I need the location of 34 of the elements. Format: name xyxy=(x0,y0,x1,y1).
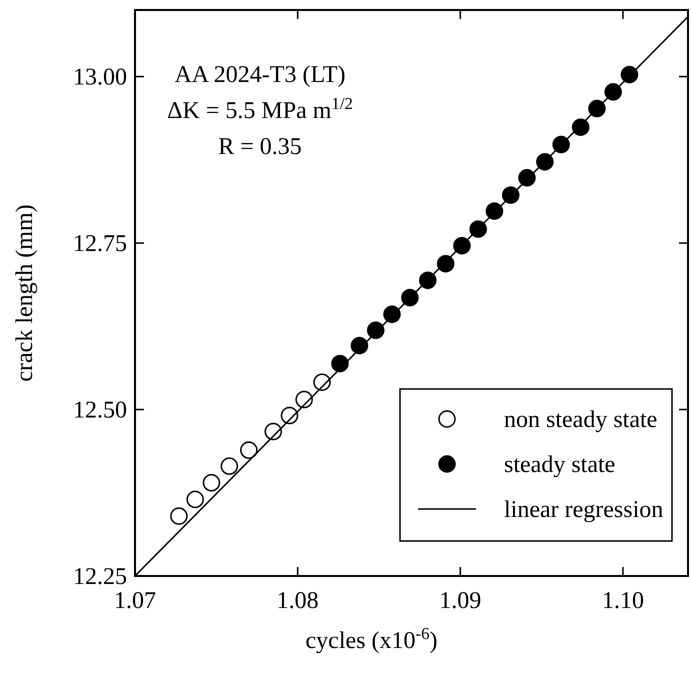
point xyxy=(186,490,204,508)
point xyxy=(366,322,384,340)
x-tick-label: 1.07 xyxy=(114,588,156,614)
legend-label: steady state xyxy=(504,452,616,478)
y-tick-label: 13.00 xyxy=(73,64,127,91)
point xyxy=(572,118,590,136)
point xyxy=(419,272,437,290)
annotation: ΔK = 5.5 MPa m$^{1/2}$ xyxy=(167,94,353,124)
point xyxy=(486,202,504,220)
y-tick-label: 12.50 xyxy=(73,398,127,424)
y-tick-label: 12.75 xyxy=(73,231,127,258)
y-axis-title: crack length (mm) xyxy=(12,204,38,382)
point xyxy=(453,236,471,254)
point xyxy=(620,66,638,84)
point xyxy=(401,288,419,306)
point xyxy=(350,336,368,354)
point xyxy=(588,100,606,118)
point xyxy=(536,153,554,171)
x-axis-title: cycles (x10$^{-6}$) xyxy=(306,624,438,654)
x-tick-label: 1.08 xyxy=(276,588,319,614)
point xyxy=(240,441,258,459)
y-tick-label: 12.25 xyxy=(73,564,127,590)
point xyxy=(502,186,520,204)
annotation: AA 2024-T3 (LT) xyxy=(174,62,346,88)
legend-label: non steady state xyxy=(504,407,658,433)
point xyxy=(170,507,188,525)
annotation: R = 0.35 xyxy=(218,134,302,160)
legend-label: linear regression xyxy=(504,497,664,523)
point xyxy=(331,354,349,372)
point xyxy=(202,474,220,492)
x-tick-label: 1.09 xyxy=(439,588,482,614)
point xyxy=(220,457,238,475)
x-tick-label: 1.10 xyxy=(602,588,644,614)
point xyxy=(552,136,570,154)
